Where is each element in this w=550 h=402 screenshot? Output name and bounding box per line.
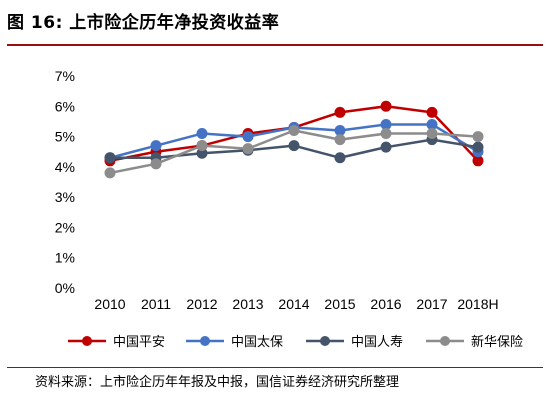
data-point — [196, 147, 208, 159]
data-point — [426, 128, 438, 140]
legend-marker — [200, 336, 210, 346]
data-point — [334, 134, 346, 146]
x-tick-label: 2011 — [141, 296, 171, 312]
figure-title: 图 16: 上市险企历年净投资收益率 — [7, 13, 280, 33]
x-tick-label: 2013 — [232, 296, 263, 312]
series-4 — [104, 125, 484, 179]
title-divider — [7, 44, 543, 46]
data-point — [242, 143, 254, 155]
data-point — [472, 131, 484, 143]
data-point — [380, 141, 392, 153]
y-tick-label: 0% — [55, 280, 75, 296]
data-point — [334, 152, 346, 164]
data-point — [288, 140, 300, 152]
data-point — [426, 106, 438, 118]
legend: 中国平安 中国太保 中国人寿 新华保险 — [68, 334, 523, 350]
source-note: 资料来源：上市险企历年年报及中报，国信证券经济研究所整理 — [35, 375, 400, 390]
legend-marker — [440, 336, 450, 346]
data-point — [196, 140, 208, 152]
x-tick-label: 2014 — [278, 296, 309, 312]
y-tick-label: 3% — [55, 189, 75, 205]
data-point — [380, 118, 392, 130]
data-point — [334, 125, 346, 137]
data-point — [380, 100, 392, 112]
legend-label: 中国人寿 — [351, 335, 403, 350]
legend-item: 中国人寿 — [306, 335, 403, 350]
y-tick-label: 5% — [55, 129, 75, 145]
data-point — [242, 131, 254, 143]
data-point — [104, 152, 116, 164]
legend-item: 新华保险 — [426, 334, 523, 350]
legend-marker — [82, 336, 92, 346]
legend-label: 中国太保 — [231, 335, 283, 350]
y-tick-label: 2% — [55, 219, 75, 235]
data-point — [380, 128, 392, 140]
data-point — [150, 140, 162, 152]
y-tick-label: 7% — [55, 68, 75, 84]
series-3 — [104, 134, 484, 164]
y-tick-label: 4% — [55, 159, 75, 175]
data-point — [288, 125, 300, 137]
data-point — [150, 158, 162, 170]
data-point — [104, 167, 116, 179]
x-tick-label: 2015 — [324, 296, 355, 312]
y-tick-label: 6% — [55, 98, 75, 114]
data-point — [472, 155, 484, 167]
x-tick-label: 2016 — [370, 296, 401, 312]
legend-label: 中国平安 — [113, 335, 165, 350]
legend-label: 新华保险 — [471, 334, 523, 350]
source-divider — [7, 367, 543, 368]
x-tick-label: 2018H — [457, 296, 498, 312]
series-layer — [104, 100, 484, 179]
data-point — [196, 128, 208, 140]
x-tick-label: 2010 — [94, 296, 125, 312]
y-axis-ticks: 0% 1% 2% 3% 4% 5% 6% 7% — [55, 68, 75, 296]
data-point — [472, 141, 484, 153]
y-tick-label: 1% — [55, 250, 75, 266]
legend-item: 中国太保 — [186, 335, 283, 350]
x-tick-label: 2017 — [416, 296, 447, 312]
series-2 — [104, 118, 484, 164]
legend-marker — [320, 336, 330, 346]
x-tick-label: 2012 — [186, 296, 217, 312]
data-point — [334, 106, 346, 118]
legend-item: 中国平安 — [68, 335, 165, 350]
data-point — [426, 118, 438, 130]
x-axis-ticks: 2010 2011 2012 2013 2014 2015 2016 2017 2018H — [94, 296, 498, 312]
